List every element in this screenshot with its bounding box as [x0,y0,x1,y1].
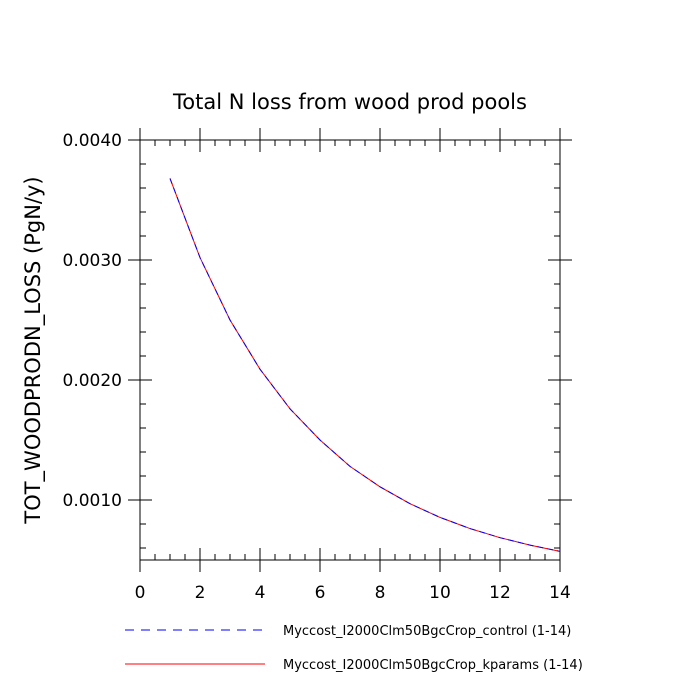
x-tick-label: 14 [549,583,571,603]
y-axis-ticks: 0.0010 0.0020 0.0030 0.0040 [63,131,572,549]
series-lines [169,178,561,552]
x-tick-label: 2 [195,583,206,603]
y-tick-label: 0.0040 [63,131,122,151]
x-tick-label: 4 [255,583,266,603]
x-tick-label: 8 [375,583,386,603]
y-tick-label: 0.0030 [63,251,122,271]
x-tick-label: 12 [489,583,511,603]
y-tick-label: 0.0010 [63,491,122,511]
y-axis-label: TOT_WOODPRODN_LOSS (PgN/y) [21,176,46,524]
series-line [169,178,561,552]
legend: Myccost_I2000Clm50BgcCrop_control (1-14)… [125,624,583,673]
legend-label: Myccost_I2000Clm50BgcCrop_kparams (1-14) [283,658,583,673]
chart-title: Total N loss from wood prod pools [172,90,527,114]
legend-label: Myccost_I2000Clm50BgcCrop_control (1-14) [283,624,571,639]
series-line [169,178,561,552]
x-tick-label: 10 [429,583,451,603]
x-tick-label: 6 [315,583,326,603]
plot-frame [139,139,561,561]
y-tick-label: 0.0020 [63,371,122,391]
x-tick-label: 0 [135,583,146,603]
x-axis-ticks: 0 2 4 6 8 10 12 14 [135,128,571,603]
